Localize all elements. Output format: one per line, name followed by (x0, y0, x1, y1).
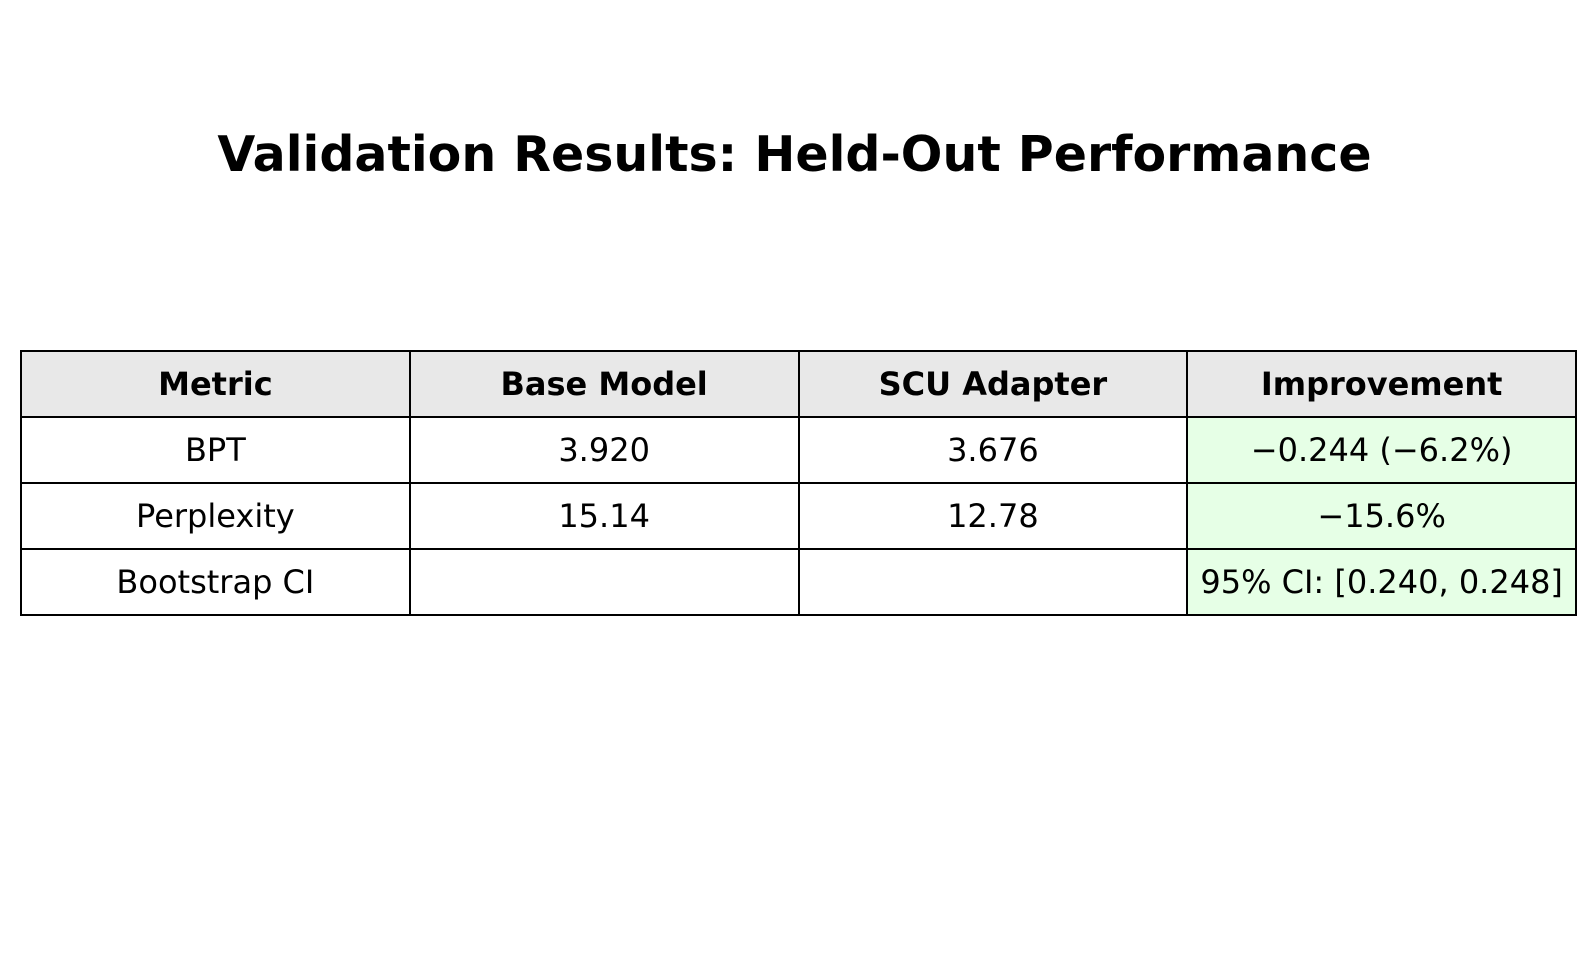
cell-base-model: 3.920 (408, 416, 800, 484)
cell-base-model (408, 548, 800, 616)
cell-improvement: 95% CI: [0.240, 0.248] (1186, 548, 1577, 616)
header-improvement: Improvement (1186, 350, 1577, 418)
chart-title: Validation Results: Held-Out Performance (217, 126, 1372, 183)
header-metric: Metric (20, 350, 411, 418)
cell-improvement: −15.6% (1186, 482, 1577, 550)
table-header-row: Metric Base Model SCU Adapter Improvemen… (20, 350, 1577, 418)
cell-base-model: 15.14 (408, 482, 800, 550)
cell-scu-adapter: 12.78 (797, 482, 1189, 550)
table-row: Perplexity 15.14 12.78 −15.6% (20, 482, 1577, 550)
header-scu-adapter: SCU Adapter (797, 350, 1189, 418)
cell-metric: Perplexity (20, 482, 411, 550)
table-row: BPT 3.920 3.676 −0.244 (−6.2%) (20, 416, 1577, 484)
cell-scu-adapter (797, 548, 1189, 616)
cell-improvement: −0.244 (−6.2%) (1186, 416, 1577, 484)
cell-metric: BPT (20, 416, 411, 484)
results-table: Metric Base Model SCU Adapter Improvemen… (20, 350, 1577, 616)
cell-scu-adapter: 3.676 (797, 416, 1189, 484)
table-row: Bootstrap CI 95% CI: [0.240, 0.248] (20, 548, 1577, 616)
cell-metric: Bootstrap CI (20, 548, 411, 616)
header-base-model: Base Model (408, 350, 800, 418)
